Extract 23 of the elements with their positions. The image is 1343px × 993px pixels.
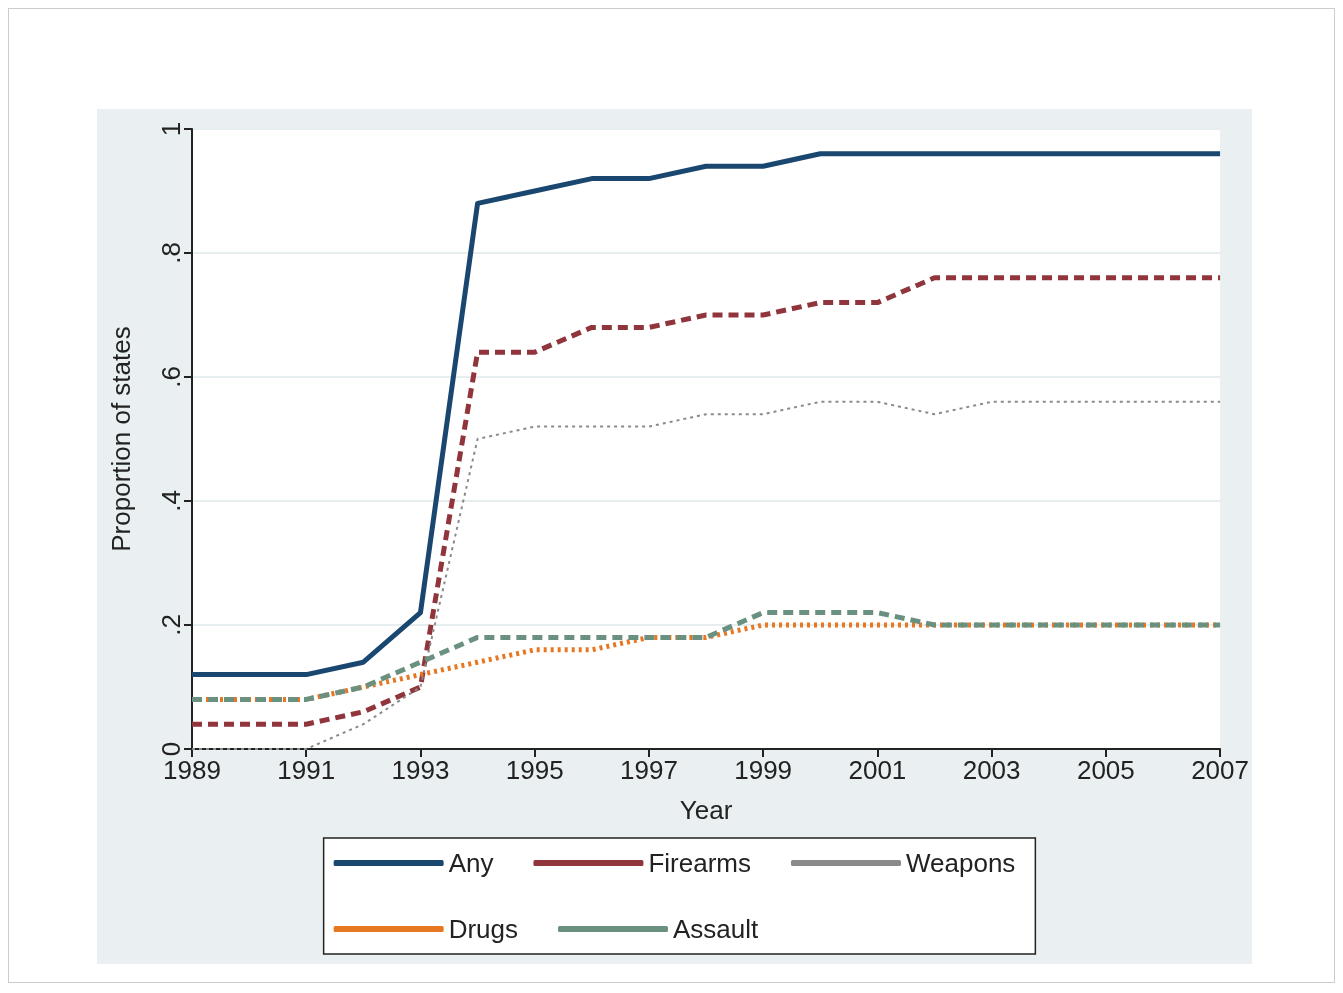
x-tick-label: 1999 [734,755,793,785]
x-tick-label: 1993 [391,755,450,785]
x-tick-label: 2003 [962,755,1021,785]
x-tick-label: 1989 [163,755,221,785]
x-tick-label: 2001 [848,755,907,785]
x-tick-label: 2005 [1076,755,1135,785]
legend-label: Any [448,848,494,878]
y-tick-label: .8 [156,242,186,264]
y-tick-label: .6 [156,366,186,388]
y-tick-label: .4 [156,490,186,512]
x-tick-label: 1991 [277,755,336,785]
y-tick-label: 1 [156,121,186,137]
legend-label: Firearms [648,848,751,878]
legend-label: Drugs [448,914,518,944]
y-tick-label: 0 [156,741,186,757]
y-tick-label: .2 [156,614,186,636]
x-tick-label: 2007 [1191,755,1249,785]
x-axis-title: Year [679,795,733,825]
x-tick-label: 1997 [620,755,678,785]
y-axis-title: Proportion of states [106,326,136,552]
x-tick-label: 1995 [505,755,564,785]
legend-label: Weapons [905,848,1016,878]
legend-label: Assault [672,914,760,944]
